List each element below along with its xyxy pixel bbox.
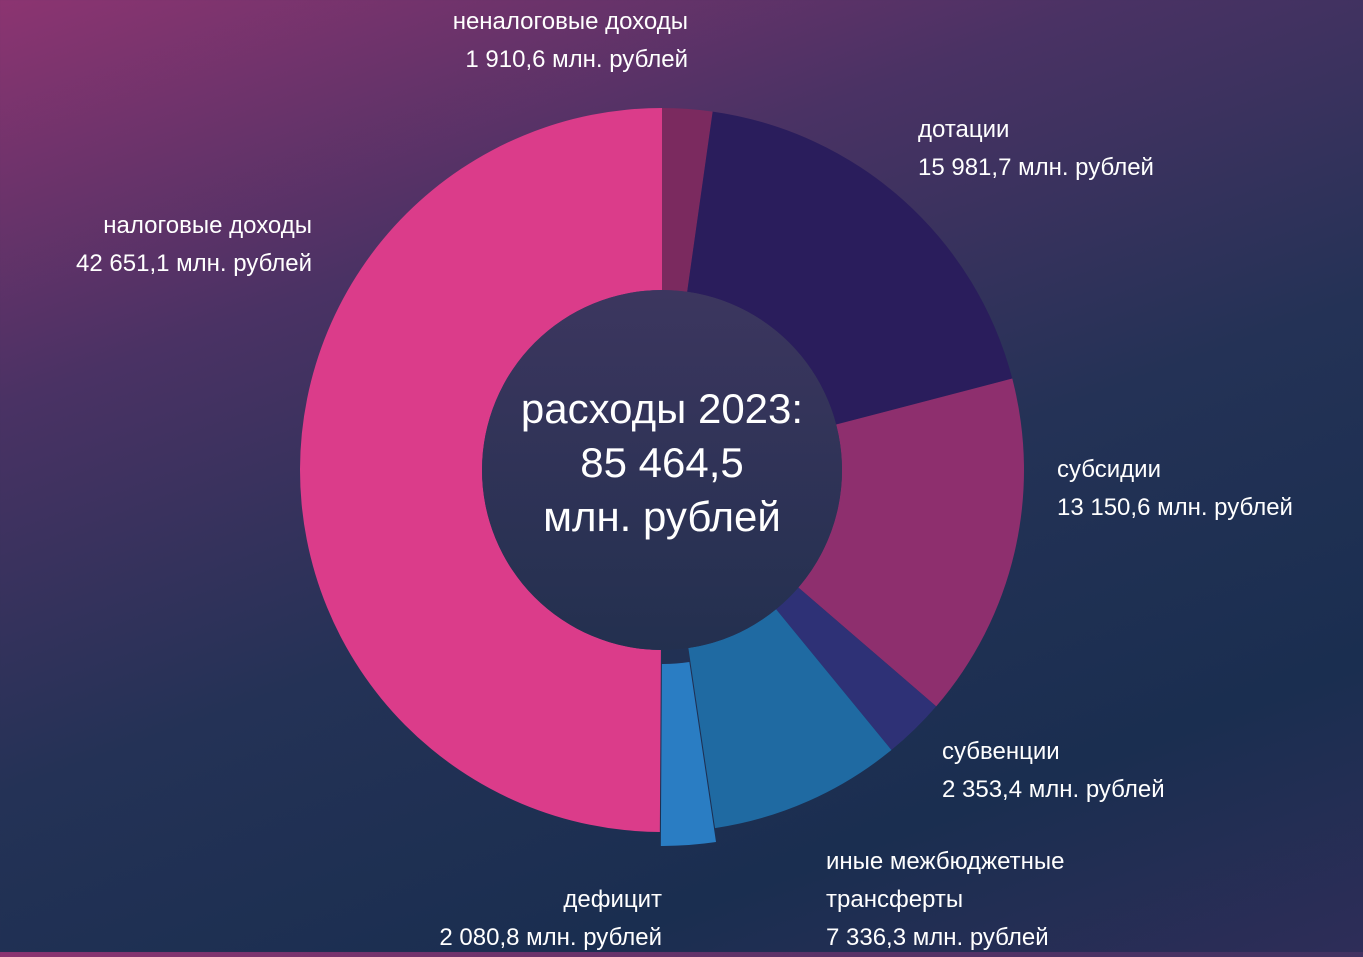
center-title: расходы 2023: (520, 385, 804, 432)
slice-label: иные межбюджетные трансферты 7 336,3 млн.… (826, 843, 1166, 957)
slice-value: 42 651,1 млн. рублей (76, 250, 312, 277)
slice-name: дотации (918, 116, 1010, 143)
slice-label: дефицит 2 080,8 млн. рублей (439, 881, 662, 957)
slice-value: 2 080,8 млн. рублей (439, 924, 662, 951)
donut-segment (300, 108, 662, 832)
slice-name: налоговые доходы (103, 212, 312, 239)
slice-value: 7 336,3 млн. рублей (826, 924, 1049, 951)
slice-label: налоговые доходы 42 651,1 млн. рублей (76, 207, 312, 283)
slice-value: 2 353,4 млн. рублей (942, 776, 1165, 803)
center-label: расходы 2023: 85 464,5 млн. рублей (462, 382, 862, 544)
slice-value: 15 981,7 млн. рублей (918, 154, 1154, 181)
slice-name: субвенции (942, 738, 1060, 765)
donut-segment (798, 378, 1024, 707)
slice-name: неналоговые доходы (452, 8, 688, 35)
slice-name: субсидии (1057, 456, 1161, 483)
donut-segment (662, 108, 713, 292)
center-value: 85 464,5 (580, 439, 744, 486)
donut-segment (776, 587, 937, 751)
slice-value: 13 150,6 млн. рублей (1057, 494, 1293, 521)
slice-value: 1 910,6 млн. рублей (465, 46, 688, 73)
donut-hole (482, 290, 842, 650)
donut-segment (688, 609, 892, 829)
slice-name: дефицит (563, 886, 662, 913)
center-unit: млн. рублей (543, 493, 781, 540)
donut-segment (660, 662, 717, 846)
slice-label: дотации 15 981,7 млн. рублей (918, 111, 1154, 187)
donut-segment (687, 111, 1013, 425)
slice-name: иные межбюджетные трансферты (826, 848, 1065, 913)
slice-label: неналоговые доходы 1 910,6 млн. рублей (453, 3, 688, 79)
slice-label: субсидии 13 150,6 млн. рублей (1057, 451, 1293, 527)
slice-label: субвенции 2 353,4 млн. рублей (942, 733, 1165, 809)
